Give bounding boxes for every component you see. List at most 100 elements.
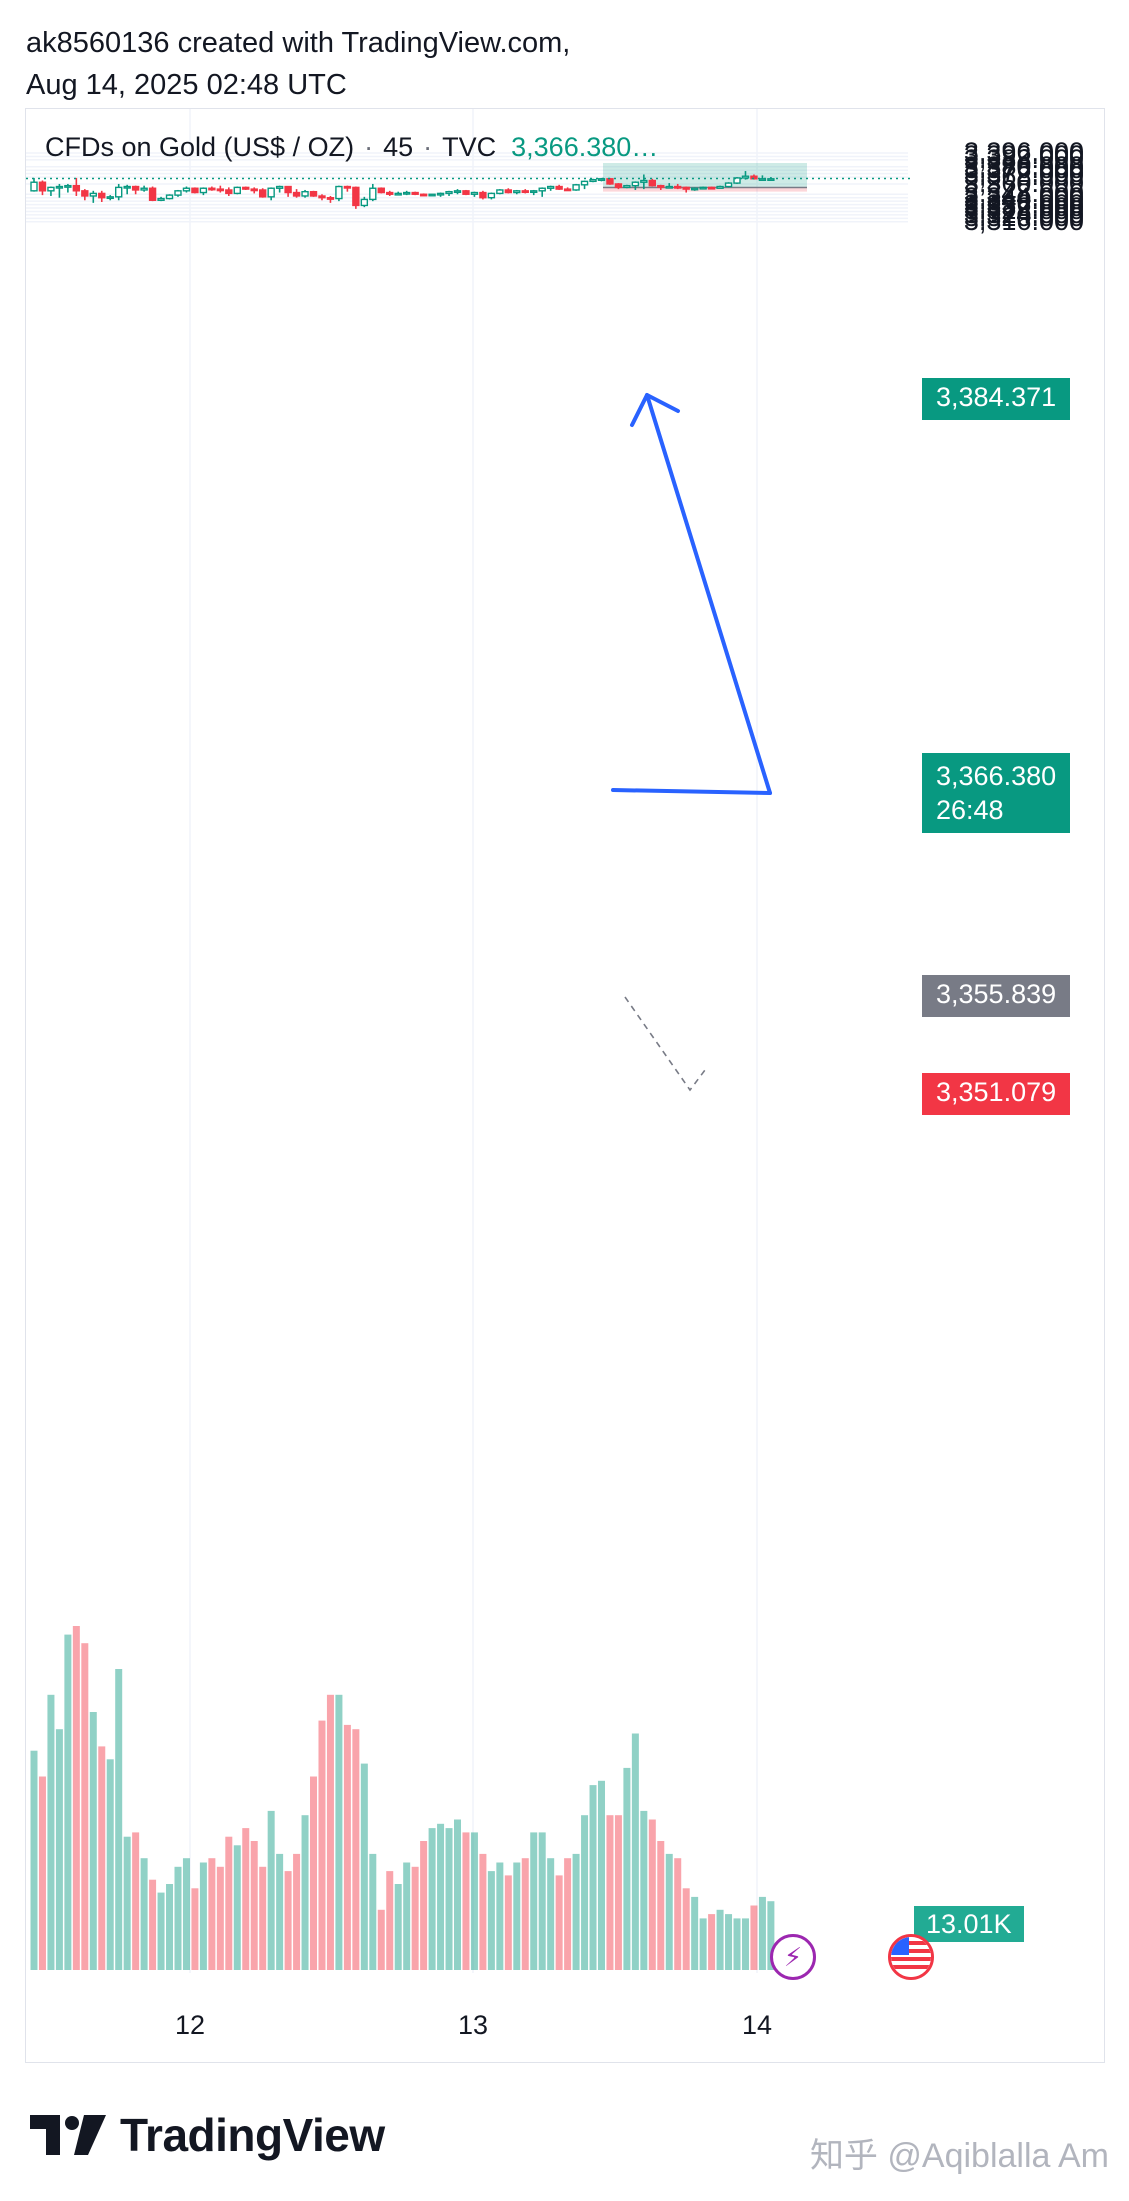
- candle: [292, 189, 301, 198]
- candle-body: [707, 186, 716, 190]
- volume-bar: [81, 1643, 89, 1970]
- volume-bar: [470, 1832, 478, 1970]
- y-tick-label: 3,344.000: [963, 181, 1084, 212]
- candle-body: [106, 196, 114, 200]
- volume-bar: [750, 1905, 758, 1970]
- candle: [233, 186, 241, 195]
- volume-bar: [674, 1858, 682, 1970]
- volume-bar: [631, 1733, 639, 1970]
- candle: [267, 187, 275, 201]
- candle-body: [318, 195, 326, 199]
- candle: [436, 192, 445, 197]
- candle-body: [191, 187, 199, 194]
- volume-bar: [242, 1828, 250, 1970]
- volume-bar: [589, 1785, 597, 1970]
- volume-bar: [767, 1901, 775, 1970]
- current-price-tag: 3,366.380 26:48: [922, 753, 1071, 833]
- candle: [665, 183, 673, 189]
- us-flag-icon[interactable]: [888, 1934, 934, 1980]
- candle-body: [284, 185, 292, 194]
- candle-body: [487, 192, 496, 199]
- volume-bar: [199, 1862, 207, 1970]
- candle-body: [436, 192, 445, 196]
- volume-bars: [30, 1626, 775, 1970]
- interval[interactable]: 45: [383, 132, 414, 162]
- candle: [674, 183, 682, 190]
- candle: [242, 186, 250, 190]
- dashed-projection: [624, 996, 706, 1092]
- volume-bar: [47, 1694, 55, 1970]
- candle: [513, 189, 521, 195]
- candle-body: [165, 194, 174, 200]
- candle-body: [453, 190, 462, 194]
- candle: [182, 186, 191, 193]
- candle-body: [657, 184, 665, 188]
- candle-body: [301, 190, 309, 197]
- volume-bar: [301, 1815, 309, 1970]
- candle-body: [411, 191, 419, 195]
- candle: [657, 184, 665, 190]
- volume-bar: [725, 1914, 733, 1970]
- candle: [555, 184, 563, 190]
- legend-separator: ·: [364, 132, 374, 162]
- candle-body: [402, 191, 411, 195]
- candles: [30, 171, 775, 209]
- chart-legend[interactable]: CFDs on Gold (US$ / OZ) · 45 · TVC 3,366.380…: [45, 132, 658, 163]
- candle-body: [30, 181, 38, 192]
- volume-bar: [386, 1871, 394, 1970]
- candle-body: [275, 185, 284, 189]
- volume-bar: [157, 1892, 165, 1970]
- volume-bar: [479, 1853, 487, 1970]
- volume-bar: [233, 1845, 241, 1970]
- candle-body: [72, 184, 81, 192]
- candle-body: [182, 187, 191, 192]
- candle-body: [199, 187, 208, 194]
- volume-bar: [123, 1836, 131, 1970]
- candle: [174, 189, 182, 197]
- candle: [309, 190, 318, 197]
- candle-body: [369, 187, 377, 201]
- volume-bar: [182, 1858, 190, 1970]
- volume-bar: [411, 1866, 419, 1970]
- symbol-name[interactable]: CFDs on Gold (US$ / OZ): [45, 132, 355, 162]
- volume-bar: [267, 1810, 275, 1970]
- volume-bar: [581, 1815, 589, 1970]
- current-price: 3,366.380: [936, 761, 1057, 791]
- lightning-icon[interactable]: ⚡: [770, 1934, 816, 1980]
- candle-body: [665, 185, 673, 189]
- target-price-tag: 3,384.371: [922, 378, 1071, 420]
- volume-bar: [250, 1841, 258, 1970]
- candle-body: [733, 177, 741, 184]
- volume-bar: [691, 1896, 699, 1970]
- y-tick-label: 3,340.000: [963, 185, 1084, 216]
- candle-body: [38, 181, 47, 192]
- y-tick-label: 3,396.000: [963, 137, 1084, 167]
- y-tick-label: 3,320.000: [963, 202, 1084, 233]
- volume-bar: [352, 1729, 360, 1970]
- candle: [89, 190, 97, 203]
- volume-bar: [530, 1832, 538, 1970]
- candle: [343, 185, 352, 192]
- chart-frame[interactable]: [25, 108, 1105, 2063]
- volume-bar: [72, 1626, 80, 1970]
- y-tick-label: 3,316.000: [963, 205, 1084, 236]
- candle: [199, 187, 208, 196]
- candle: [55, 183, 64, 198]
- candle: [250, 187, 258, 194]
- volume-bar: [420, 1841, 428, 1970]
- volume-bar: [741, 1918, 749, 1970]
- volume-bar: [547, 1858, 555, 1970]
- candle: [479, 190, 487, 200]
- volume-bar: [572, 1853, 580, 1970]
- volume-bar: [758, 1896, 766, 1970]
- candle-body: [470, 191, 479, 195]
- footer-brand[interactable]: TradingView: [30, 2108, 385, 2162]
- volume-bar: [149, 1879, 157, 1970]
- volume-bar: [614, 1815, 622, 1970]
- candle: [191, 187, 199, 194]
- candle: [716, 185, 724, 189]
- candle-body: [538, 187, 546, 192]
- candle-body: [606, 178, 614, 185]
- legend-separator: ·: [423, 132, 433, 162]
